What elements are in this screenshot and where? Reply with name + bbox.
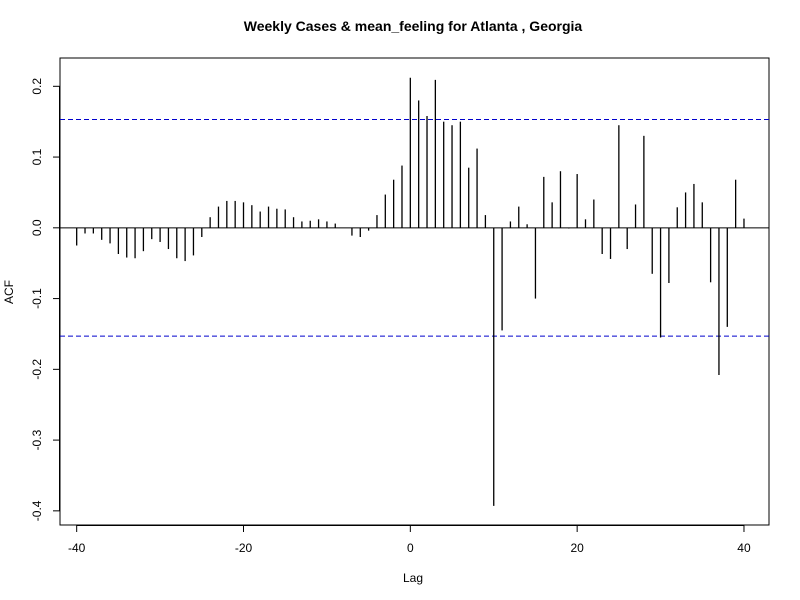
y-tick-label: 0.1 [30,148,44,165]
x-tick-label: -40 [68,541,86,555]
x-tick-label: 40 [737,541,751,555]
y-tick-label: -0.3 [30,429,44,450]
x-axis: -40 -20 0 20 40 [68,525,751,555]
x-tick-label: -20 [235,541,253,555]
y-tick-label: -0.2 [30,359,44,380]
x-axis-label: Lag [403,571,423,585]
x-tick-label: 0 [407,541,414,555]
x-tick-label: 20 [570,541,584,555]
y-tick-label: 0.0 [30,219,44,236]
acf-bars [76,77,745,506]
y-tick-label: 0.2 [30,78,44,95]
y-tick-label: -0.1 [30,288,44,309]
chart-title: Weekly Cases & mean_feeling for Atlanta … [244,18,583,34]
y-axis: -0.4 -0.3 -0.2 -0.1 0.0 0.1 0.2 [30,78,60,521]
y-axis-label: ACF [2,280,16,304]
y-tick-label: -0.4 [30,500,44,521]
confidence-bounds [60,119,769,337]
